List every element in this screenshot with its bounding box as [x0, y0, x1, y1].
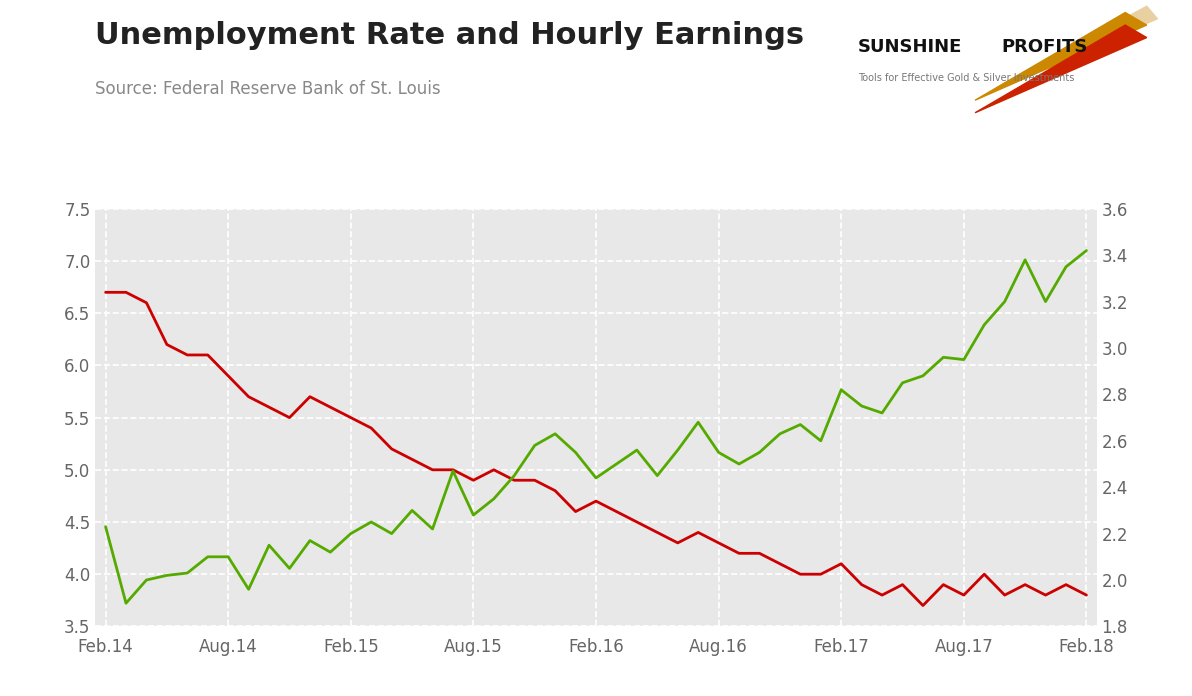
Text: SUNSHINE: SUNSHINE — [858, 38, 963, 56]
Polygon shape — [975, 25, 1147, 113]
Text: Unemployment Rate and Hourly Earnings: Unemployment Rate and Hourly Earnings — [95, 21, 805, 50]
Text: PROFITS: PROFITS — [1001, 38, 1087, 56]
Polygon shape — [997, 6, 1157, 88]
Text: Source: Federal Reserve Bank of St. Louis: Source: Federal Reserve Bank of St. Loui… — [95, 80, 441, 98]
Polygon shape — [975, 13, 1147, 100]
Text: Tools for Effective Gold & Silver Investments: Tools for Effective Gold & Silver Invest… — [858, 73, 1075, 83]
